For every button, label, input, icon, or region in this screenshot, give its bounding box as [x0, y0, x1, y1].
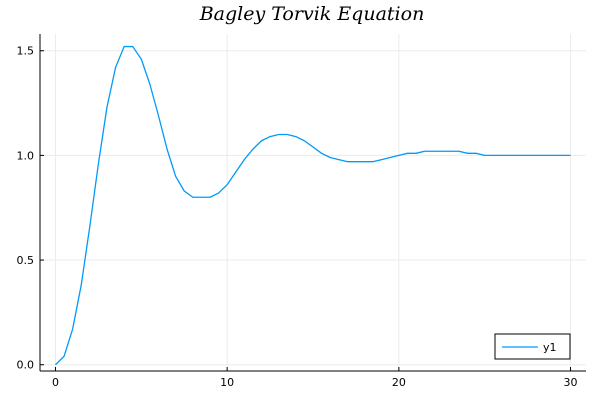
legend: y1 — [494, 333, 571, 360]
series-layer — [54, 45, 571, 366]
y-tick-label: 1.0 — [17, 149, 35, 162]
x-tick-label: 0 — [52, 376, 59, 389]
x-tick-label: 20 — [392, 376, 406, 389]
series-line-y1 — [54, 45, 571, 366]
legend-label-y1: y1 — [543, 341, 557, 354]
x-tick-label: 30 — [564, 376, 578, 389]
grid-lines — [40, 34, 586, 371]
axes — [39, 34, 586, 372]
y-tick-label: 1.5 — [17, 45, 35, 58]
x-tick-label: 10 — [220, 376, 234, 389]
chart-title: Bagley Torvik Equation — [199, 3, 425, 25]
axis-ticks: 0 10 20 30 0.0 0.5 1.0 1.5 — [17, 45, 578, 389]
y-tick-label: 0.0 — [17, 359, 35, 372]
y-tick-label: 0.5 — [17, 254, 35, 267]
